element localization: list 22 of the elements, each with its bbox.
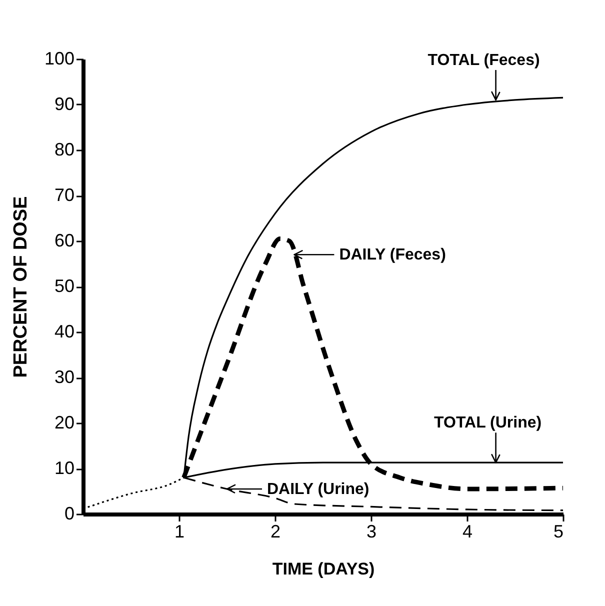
x-tick-label: 3 <box>366 522 377 542</box>
y-tick-label: 70 <box>54 185 74 205</box>
y-tick-label: 0 <box>64 504 74 524</box>
annotation: DAILY (Feces) <box>339 246 446 264</box>
annotation: DAILY (Urine) <box>267 480 370 498</box>
x-axis-title: TIME (DAYS) <box>272 560 375 578</box>
y-tick-label: 90 <box>54 94 74 114</box>
x-tick-label: 1 <box>174 522 185 542</box>
y-tick-label: 30 <box>54 367 74 387</box>
y-tick-label: 50 <box>54 276 74 296</box>
y-axis-title: PERCENT OF DOSE <box>10 196 32 378</box>
x-tick-label: 4 <box>462 522 473 542</box>
y-tick-label: 20 <box>54 412 74 432</box>
x-tick-label: 5 <box>553 522 564 542</box>
annotation: TOTAL (Feces) <box>428 52 540 69</box>
y-tick-label: 40 <box>54 322 74 342</box>
y-tick-label: 60 <box>54 230 74 250</box>
y-tick-label: 100 <box>44 48 74 68</box>
y-tick-label: 10 <box>54 458 74 478</box>
y-tick-label: 80 <box>54 140 74 160</box>
x-tick-label: 2 <box>270 522 281 542</box>
annotation: TOTAL (Urine) <box>434 414 542 432</box>
